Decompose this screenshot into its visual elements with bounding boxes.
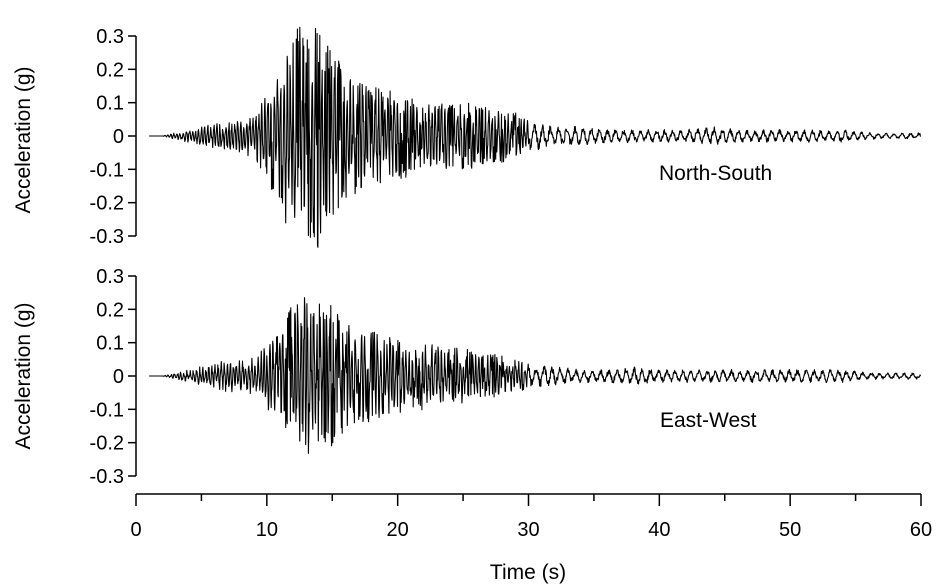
y-axis-title: Acceleration (g)	[12, 302, 35, 449]
acceleration-trace-line	[148, 297, 922, 454]
y-tick-label: 0.1	[96, 333, 124, 355]
x-tick-label: 20	[387, 519, 409, 541]
y-tick-label: -0.2	[90, 433, 124, 455]
y-tick-label: -0.2	[90, 193, 124, 215]
x-ticks: 0 10 20 30 40 50 60	[130, 494, 932, 541]
y-axis-title: Acceleration (g)	[12, 66, 35, 213]
x-axis-title: Time (s)	[490, 561, 566, 584]
y-tick-label: 0	[113, 126, 124, 148]
y-tick-label: 0	[113, 366, 124, 388]
north-south-panel: 0.30.20.10-0.1-0.2-0.3 Acceleration (g) …	[12, 26, 922, 248]
y-tick-label: 0.1	[96, 93, 124, 115]
y-ticks: 0.3 0.2 0.1 0 -0.1 -0.2 -0.3	[90, 26, 136, 248]
x-tick-label: 50	[779, 519, 801, 541]
x-tick-label: 0	[130, 519, 141, 541]
north-south-label: North-South	[659, 162, 772, 185]
y-tick-label: -0.3	[90, 226, 124, 248]
acceleration-trace-line	[148, 26, 922, 248]
y-tick-label: -0.1	[90, 159, 124, 181]
x-tick-label: 10	[256, 519, 278, 541]
y-tick-label: -0.1	[90, 399, 124, 421]
y-tick-label: 0.2	[96, 299, 124, 321]
east-west-trace	[148, 297, 922, 454]
x-tick-label: 30	[517, 519, 539, 541]
north-south-trace	[148, 26, 922, 248]
x-tick-label: 60	[910, 519, 932, 541]
east-west-panel: 0.30.20.10-0.1-0.2-0.3 Acceleration (g) …	[12, 266, 922, 488]
y-tick-label: 0.3	[96, 26, 124, 48]
y-tick-label: 0.2	[96, 59, 124, 81]
y-ticks: 0.3 0.2 0.1 0 -0.1 -0.2 -0.3	[90, 266, 136, 488]
east-west-label: East-West	[660, 409, 757, 432]
x-tick-label: 40	[648, 519, 670, 541]
time-axis: 0 10 20 30 40 50 60 Time (s)	[130, 493, 932, 584]
y-tick-label: 0.3	[96, 266, 124, 288]
y-tick-label: -0.3	[90, 466, 124, 488]
